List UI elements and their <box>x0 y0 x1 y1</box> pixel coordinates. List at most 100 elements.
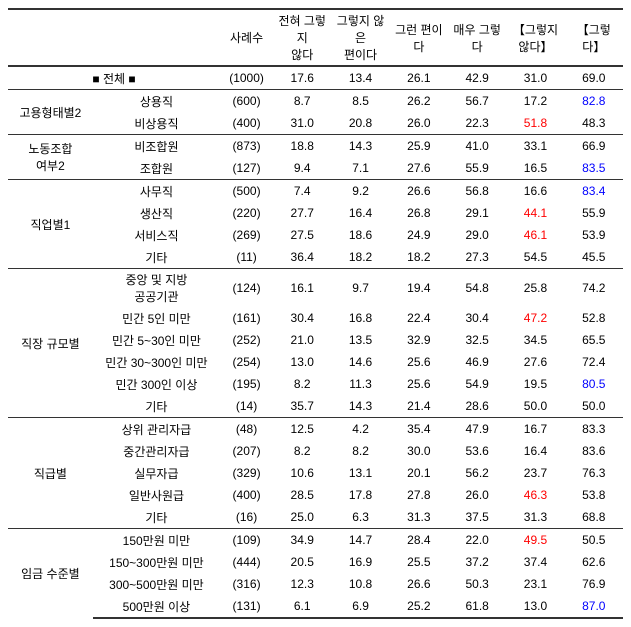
table-row: 민간 5인 미만(161)30.416.822.430.447.252.8 <box>8 307 623 329</box>
value-cell: 21.0 <box>273 329 331 351</box>
value-cell: 28.6 <box>448 395 506 418</box>
value-cell: 26.0 <box>390 112 448 135</box>
value-cell: 76.3 <box>565 462 623 484</box>
table-row: 노동조합여부2비조합원(873)18.814.325.941.033.166.9 <box>8 135 623 158</box>
value-cell: 45.5 <box>565 246 623 269</box>
subcategory-cell: 비상용직 <box>93 112 220 135</box>
value-cell: 37.5 <box>448 506 506 529</box>
value-cell: (500) <box>220 180 273 203</box>
value-cell: 10.8 <box>331 573 389 595</box>
value-cell: 31.0 <box>506 66 564 90</box>
value-cell: 17.6 <box>273 66 331 90</box>
value-cell: 7.4 <box>273 180 331 203</box>
subcategory-cell: 민간 5~30인 미만 <box>93 329 220 351</box>
value-cell: 37.4 <box>506 551 564 573</box>
value-cell: 31.0 <box>273 112 331 135</box>
table-row: 일반사원급(400)28.517.827.826.046.353.8 <box>8 484 623 506</box>
subcategory-cell: 민간 30~300인 미만 <box>93 351 220 373</box>
value-cell: 28.4 <box>390 529 448 552</box>
value-cell: 13.1 <box>331 462 389 484</box>
value-cell: 16.1 <box>273 269 331 308</box>
value-cell: 54.5 <box>506 246 564 269</box>
col-header: 【그렇다】 <box>565 9 623 66</box>
value-cell: 8.7 <box>273 90 331 113</box>
value-cell: 74.2 <box>565 269 623 308</box>
value-cell: 23.7 <box>506 462 564 484</box>
category-cell: 임금 수준별 <box>8 529 93 619</box>
value-cell: 35.4 <box>390 418 448 441</box>
value-cell: 18.6 <box>331 224 389 246</box>
value-cell: 51.8 <box>506 112 564 135</box>
value-cell: 13.0 <box>273 351 331 373</box>
value-cell: 44.1 <box>506 202 564 224</box>
value-cell: 26.8 <box>390 202 448 224</box>
value-cell: 52.8 <box>565 307 623 329</box>
value-cell: (254) <box>220 351 273 373</box>
value-cell: 14.3 <box>331 135 389 158</box>
value-cell: (329) <box>220 462 273 484</box>
value-cell: 8.2 <box>273 440 331 462</box>
value-cell: 50.0 <box>506 395 564 418</box>
value-cell: 22.3 <box>448 112 506 135</box>
value-cell: 18.2 <box>390 246 448 269</box>
value-cell: 50.0 <box>565 395 623 418</box>
value-cell: (14) <box>220 395 273 418</box>
value-cell: 26.0 <box>448 484 506 506</box>
category-cell: 고용형태별2 <box>8 90 93 135</box>
value-cell: 36.4 <box>273 246 331 269</box>
col-header: 전혀 그렇지않다 <box>273 9 331 66</box>
value-cell: 21.4 <box>390 395 448 418</box>
value-cell: 33.1 <box>506 135 564 158</box>
value-cell: 8.2 <box>331 440 389 462</box>
value-cell: (11) <box>220 246 273 269</box>
value-cell: 27.5 <box>273 224 331 246</box>
value-cell: (252) <box>220 329 273 351</box>
subcategory-cell: 비조합원 <box>93 135 220 158</box>
value-cell: 13.4 <box>331 66 389 90</box>
value-cell: 6.9 <box>331 595 389 618</box>
value-cell: 50.5 <box>565 529 623 552</box>
value-cell: 42.9 <box>448 66 506 90</box>
value-cell: 48.3 <box>565 112 623 135</box>
value-cell: 9.7 <box>331 269 389 308</box>
value-cell: 20.5 <box>273 551 331 573</box>
value-cell: 25.6 <box>390 373 448 395</box>
value-cell: 17.8 <box>331 484 389 506</box>
total-label: ■ 전체 ■ <box>8 66 220 90</box>
value-cell: 16.9 <box>331 551 389 573</box>
value-cell: 6.3 <box>331 506 389 529</box>
value-cell: 54.9 <box>448 373 506 395</box>
value-cell: 17.2 <box>506 90 564 113</box>
subcategory-cell: 중앙 및 지방공공기관 <box>93 269 220 308</box>
value-cell: 20.1 <box>390 462 448 484</box>
value-cell: (127) <box>220 157 273 180</box>
category-cell: 직장 규모별 <box>8 269 93 418</box>
value-cell: 25.5 <box>390 551 448 573</box>
header-blank <box>8 9 220 66</box>
value-cell: (400) <box>220 484 273 506</box>
value-cell: 34.9 <box>273 529 331 552</box>
value-cell: 16.4 <box>331 202 389 224</box>
value-cell: 25.9 <box>390 135 448 158</box>
value-cell: 19.4 <box>390 269 448 308</box>
value-cell: 46.3 <box>506 484 564 506</box>
value-cell: 27.3 <box>448 246 506 269</box>
value-cell: 56.8 <box>448 180 506 203</box>
value-cell: 69.0 <box>565 66 623 90</box>
value-cell: 29.0 <box>448 224 506 246</box>
table-row: 직급별상위 관리자급(48)12.54.235.447.916.783.3 <box>8 418 623 441</box>
col-header: 그렇지 않은편이다 <box>331 9 389 66</box>
subcategory-cell: 기타 <box>93 506 220 529</box>
value-cell: 35.7 <box>273 395 331 418</box>
value-cell: 47.9 <box>448 418 506 441</box>
value-cell: 16.8 <box>331 307 389 329</box>
col-header: 【그렇지않다】 <box>506 9 564 66</box>
value-cell: (48) <box>220 418 273 441</box>
table-row: 기타(14)35.714.321.428.650.050.0 <box>8 395 623 418</box>
value-cell: 14.7 <box>331 529 389 552</box>
value-cell: 16.7 <box>506 418 564 441</box>
value-cell: 61.8 <box>448 595 506 618</box>
value-cell: 30.4 <box>273 307 331 329</box>
table-row: 500만원 이상(131)6.16.925.261.813.087.0 <box>8 595 623 618</box>
value-cell: 6.1 <box>273 595 331 618</box>
